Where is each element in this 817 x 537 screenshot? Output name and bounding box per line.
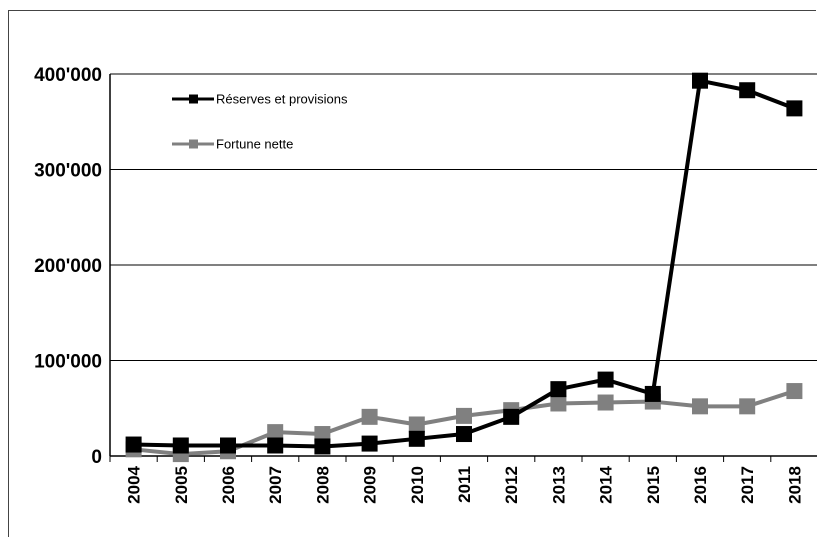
- x-tick-label: 2012: [502, 466, 521, 504]
- x-tick-label: 2016: [691, 466, 710, 504]
- y-tick-label: 100'000: [34, 352, 102, 373]
- x-tick-label: 2008: [313, 466, 332, 504]
- data-point-fortune: [739, 398, 756, 415]
- data-point-reserves: [597, 371, 614, 388]
- data-point-fortune: [267, 424, 284, 441]
- data-point-fortune: [456, 407, 472, 424]
- data-point-fortune: [786, 383, 803, 400]
- y-tick-label: 400'000: [34, 65, 102, 86]
- data-point-reserves: [503, 408, 520, 425]
- data-point-reserves: [361, 435, 378, 452]
- x-tick-label: 2014: [597, 465, 616, 503]
- data-point-reserves: [786, 100, 803, 117]
- x-tick-label: 2006: [219, 466, 238, 504]
- y-tick-label: 200'000: [34, 256, 102, 277]
- data-point-reserves: [692, 72, 708, 89]
- data-point-fortune: [692, 398, 708, 415]
- data-point-fortune: [597, 394, 614, 411]
- data-point-reserves: [220, 437, 236, 454]
- x-tick-label: 2015: [644, 466, 663, 504]
- data-point-fortune: [408, 416, 425, 433]
- legend-label: Fortune nette: [216, 137, 293, 152]
- legend-marker: [189, 139, 198, 149]
- data-point-reserves: [739, 82, 756, 99]
- data-point-reserves: [644, 385, 661, 402]
- data-point-reserves: [408, 430, 425, 447]
- legend-marker: [189, 94, 198, 104]
- x-tick-label: 2018: [785, 466, 804, 504]
- y-tick-label: 0: [91, 447, 102, 468]
- x-tick-label: 2004: [125, 465, 144, 503]
- data-point-reserves: [267, 437, 284, 454]
- data-point-reserves: [550, 381, 567, 398]
- x-tick-label: 2017: [738, 466, 757, 504]
- x-tick-label: 2013: [549, 466, 568, 504]
- data-point-fortune: [361, 408, 378, 425]
- x-tick-label: 2005: [172, 466, 191, 504]
- chart-frame: [8, 10, 816, 537]
- x-tick-label: 2007: [266, 466, 285, 504]
- data-point-fortune: [550, 395, 567, 412]
- x-tick-label: 2009: [361, 466, 380, 504]
- data-point-reserves: [172, 437, 189, 454]
- data-point-fortune: [314, 426, 331, 443]
- data-point-reserves: [456, 426, 472, 443]
- x-tick-label: 2010: [408, 466, 427, 504]
- y-tick-label: 300'000: [34, 161, 102, 182]
- data-point-reserves: [314, 438, 331, 455]
- data-point-reserves: [125, 436, 142, 453]
- x-tick-label: 2011: [455, 466, 474, 503]
- legend-label: Réserves et provisions: [216, 92, 348, 107]
